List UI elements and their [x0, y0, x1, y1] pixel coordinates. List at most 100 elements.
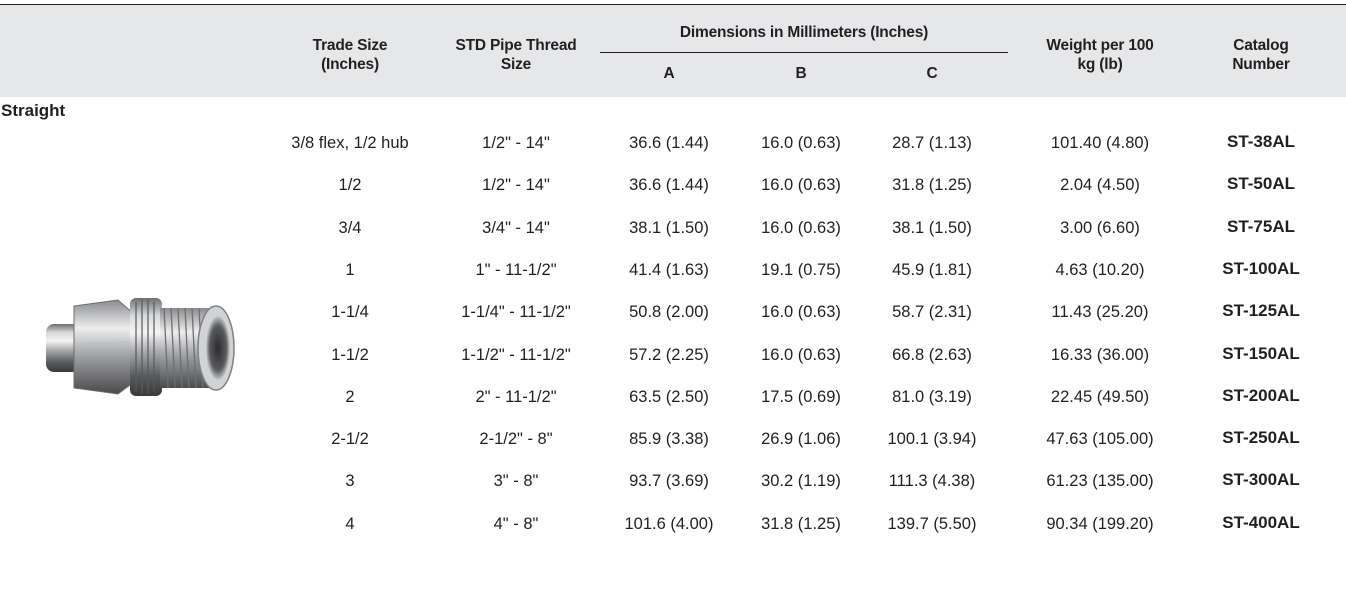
catalog-number-cell: ST-200AL — [1222, 385, 1300, 405]
header-std-pipe-thread: STD Pipe Thread Size — [438, 36, 594, 74]
header-catalog-line1: Catalog — [1233, 37, 1289, 54]
catalog-number-cell: ST-100AL — [1222, 258, 1300, 278]
dimensions-divider — [600, 52, 1008, 53]
dimension-a-cell: 93.7 (3.69) — [629, 472, 709, 491]
dimension-b-cell: 16.0 (0.63) — [761, 176, 841, 195]
pipe-thread-cell: 3/4" - 14" — [482, 218, 550, 237]
dimension-a-cell: 38.1 (1.50) — [629, 218, 709, 237]
header-catalog-line2: Number — [1232, 56, 1290, 73]
pipe-thread-cell: 2-1/2" - 8" — [479, 430, 553, 449]
header-std-pipe-line2: Size — [500, 56, 532, 73]
dimension-b-cell: 19.1 (0.75) — [761, 260, 841, 279]
trade-size-cell: 3/8 flex, 1/2 hub — [291, 134, 409, 152]
header-weight-line1: Weight per 100 — [1046, 37, 1154, 54]
dimension-b-cell: 16.0 (0.63) — [761, 303, 841, 322]
dimension-b-cell: 26.9 (1.06) — [761, 430, 841, 449]
trade-size-cell: 1-1/2 — [331, 345, 369, 364]
dimension-c-cell: 81.0 (3.19) — [892, 387, 972, 406]
weight-cell: 101.40 (4.80) — [1050, 134, 1150, 152]
pipe-thread-cell: 4" - 8" — [493, 514, 539, 533]
table-row: 2 2" - 11-1/2" 63.5 (2.50) 17.5 (0.69) 81.0 … — [0, 385, 1346, 430]
dimension-c-cell: 139.7 (5.50) — [887, 514, 977, 533]
catalog-number-cell: ST-250AL — [1222, 428, 1300, 448]
dimension-c-cell: 66.8 (2.63) — [892, 345, 972, 364]
pipe-thread-cell: 1-1/4" - 11-1/2" — [461, 303, 571, 322]
trade-size-cell: 4 — [345, 514, 355, 533]
trade-size-cell: 1/2 — [338, 176, 362, 195]
header-col-b: B — [795, 65, 807, 82]
dimension-a-cell: 57.2 (2.25) — [629, 345, 709, 364]
trade-size-cell: 3/4 — [338, 218, 362, 237]
dimension-c-cell: 28.7 (1.13) — [892, 134, 972, 152]
weight-cell: 11.43 (25.20) — [1051, 303, 1149, 322]
dimension-c-cell: 31.8 (1.25) — [892, 176, 972, 195]
weight-cell: 4.63 (10.20) — [1055, 260, 1145, 279]
header-trade-size-line2: (Inches) — [321, 56, 379, 73]
dimension-a-cell: 101.6 (4.00) — [624, 514, 714, 533]
trade-size-cell: 1-1/4 — [331, 303, 369, 322]
dimension-b-cell: 16.0 (0.63) — [761, 134, 841, 152]
trade-size-cell: 2 — [345, 387, 355, 406]
dimension-a-cell: 50.8 (2.00) — [629, 303, 709, 322]
header-col-c: C — [926, 65, 938, 82]
catalog-number-cell: ST-75AL — [1226, 216, 1296, 236]
pipe-thread-cell: 3" - 8" — [493, 472, 539, 491]
table-row: 1 1" - 11-1/2" 41.4 (1.63) 19.1 (0.75) 45.9 … — [0, 258, 1346, 303]
pipe-thread-cell: 1/2" - 14" — [482, 176, 550, 195]
dimension-a-cell: 85.9 (3.38) — [629, 430, 709, 449]
table-row: 3/4 3/4" - 14" 38.1 (1.50) 16.0 (0.63) 38.1 … — [0, 216, 1346, 261]
table-row: 3/8 flex, 1/2 hub 1/2" - 14" 36.6 (1.44) 16… — [0, 132, 1346, 176]
dimension-c-cell: 100.1 (3.94) — [887, 430, 977, 449]
catalog-number-cell: ST-300AL — [1222, 470, 1300, 490]
header-dimensions-group: Dimensions in Millimeters (Inches) — [679, 24, 929, 41]
table-row: 1-1/4 1-1/4" - 11-1/2" 50.8 (2.00) 16.0 (0.… — [0, 301, 1346, 345]
header-trade-size: Trade Size (Inches) — [285, 36, 415, 74]
dimension-b-cell: 16.0 (0.63) — [761, 345, 841, 364]
header-weight: Weight per 100 kg (lb) — [1010, 36, 1190, 74]
top-rule — [0, 4, 1346, 5]
dimension-c-cell: 58.7 (2.31) — [892, 303, 972, 322]
trade-size-cell: 3 — [345, 472, 355, 491]
section-title: Straight — [1, 101, 66, 120]
dimension-c-cell: 38.1 (1.50) — [892, 218, 972, 237]
straight-connector-fitting-photo — [46, 298, 235, 396]
header-std-pipe-line1: STD Pipe Thread — [455, 37, 577, 54]
dimension-a-cell: 36.6 (1.44) — [629, 134, 709, 152]
table-row: 1/2 1/2" - 14" 36.6 (1.44) 16.0 (0.63) 31.8 … — [0, 174, 1346, 218]
catalog-number-cell: ST-150AL — [1222, 343, 1300, 363]
dimension-b-cell: 16.0 (0.63) — [761, 218, 841, 237]
trade-size-cell: 1 — [345, 260, 355, 279]
weight-cell: 22.45 (49.50) — [1050, 387, 1150, 406]
pipe-thread-cell: 1/2" - 14" — [482, 134, 550, 152]
table-row: 4 4" - 8" 101.6 (4.00) 31.8 (1.25) 139.7 (5.… — [0, 512, 1346, 557]
pipe-thread-cell: 1-1/2" - 11-1/2" — [461, 345, 571, 364]
pipe-thread-cell: 1" - 11-1/2" — [475, 260, 557, 279]
dimension-c-cell: 45.9 (1.81) — [892, 260, 972, 279]
weight-cell: 47.63 (105.00) — [1046, 430, 1154, 449]
dimension-a-cell: 63.5 (2.50) — [629, 387, 709, 406]
catalog-number-cell: ST-400AL — [1222, 512, 1300, 532]
trade-size-cell: 2-1/2 — [331, 430, 369, 449]
dimension-a-cell: 36.6 (1.44) — [629, 176, 709, 195]
weight-cell: 16.33 (36.00) — [1050, 345, 1150, 364]
dimension-c-cell: 111.3 (4.38) — [888, 472, 976, 491]
dimension-b-cell: 30.2 (1.19) — [761, 472, 841, 491]
header-weight-line2: kg (lb) — [1077, 56, 1123, 73]
catalog-number-cell: ST-125AL — [1222, 301, 1300, 321]
header-col-a: A — [663, 65, 675, 82]
pipe-thread-cell: 2" - 11-1/2" — [475, 387, 557, 406]
catalog-number-cell: ST-38AL — [1226, 132, 1296, 151]
weight-cell: 61.23 (135.00) — [1046, 472, 1154, 491]
table-header: Trade Size (Inches) STD Pipe Thread Size… — [0, 5, 1346, 97]
catalog-number-cell: ST-50AL — [1226, 174, 1296, 194]
weight-cell: 90.34 (199.20) — [1046, 514, 1154, 533]
table-row: 2-1/2 2-1/2" - 8" 85.9 (3.38) 26.9 (1.06) 10… — [0, 428, 1346, 472]
table-row: 1-1/2 1-1/2" - 11-1/2" 57.2 (2.25) 16.0 (0.… — [0, 343, 1346, 388]
table-row: 3 3" - 8" 93.7 (3.69) 30.2 (1.19) 111.3 (4.3… — [0, 470, 1346, 514]
dimension-a-cell: 41.4 (1.63) — [629, 260, 709, 279]
weight-cell: 3.00 (6.60) — [1060, 218, 1140, 237]
weight-cell: 2.04 (4.50) — [1060, 176, 1140, 195]
header-trade-size-line1: Trade Size — [312, 37, 388, 54]
dimension-b-cell: 17.5 (0.69) — [761, 387, 841, 406]
header-catalog-number: Catalog Number — [1200, 36, 1322, 74]
